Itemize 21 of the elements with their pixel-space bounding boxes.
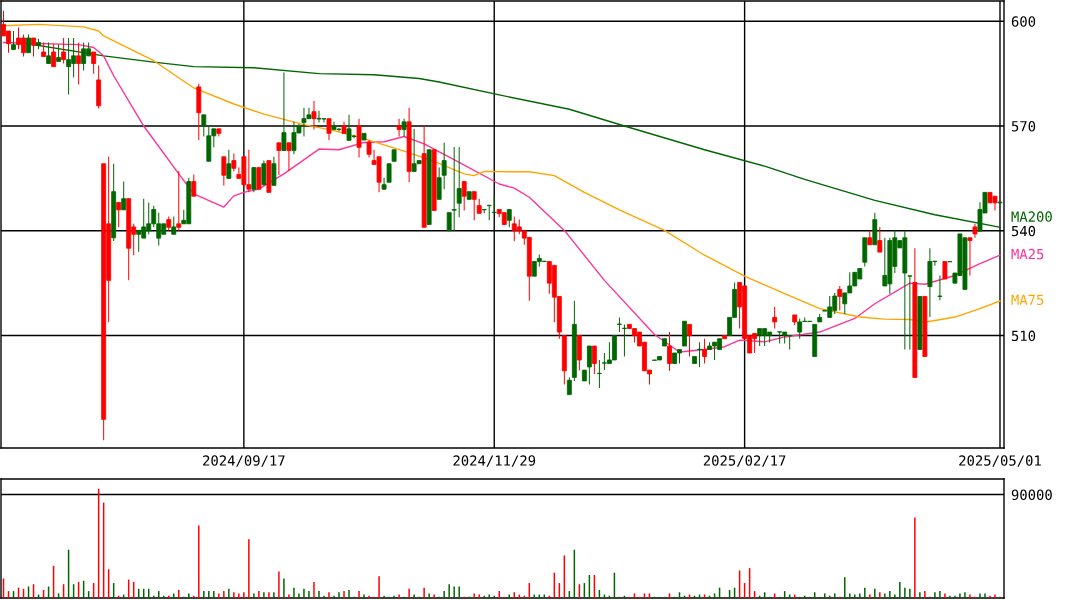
series-label: MA200 [1011,211,1052,222]
x-tick-label: 2025/02/17 [703,455,786,467]
candlestick [777,331,783,344]
y-tick-label: 570 [1011,121,1036,132]
series-label: MA75 [1011,294,1044,306]
candlestick [937,275,943,301]
x-tick-label: 2025/05/01 [959,455,1041,467]
candlestick [486,204,492,221]
candlestick [491,195,497,214]
candlestick [451,146,457,231]
y-tick-label: 540 [1011,225,1036,237]
x-tick-label: 2024/09/17 [203,455,285,467]
candlestick [622,324,627,357]
series-label: MA25 [1011,248,1044,260]
candlestick [176,171,182,231]
x-tick-label: 2024/11/29 [453,455,536,467]
candlestick [697,342,702,367]
y-tick-label: 510 [1011,330,1036,342]
candlestick [596,360,602,388]
y-tick-label: 600 [1011,16,1036,27]
y-tick-label: 90000 [1011,489,1052,501]
